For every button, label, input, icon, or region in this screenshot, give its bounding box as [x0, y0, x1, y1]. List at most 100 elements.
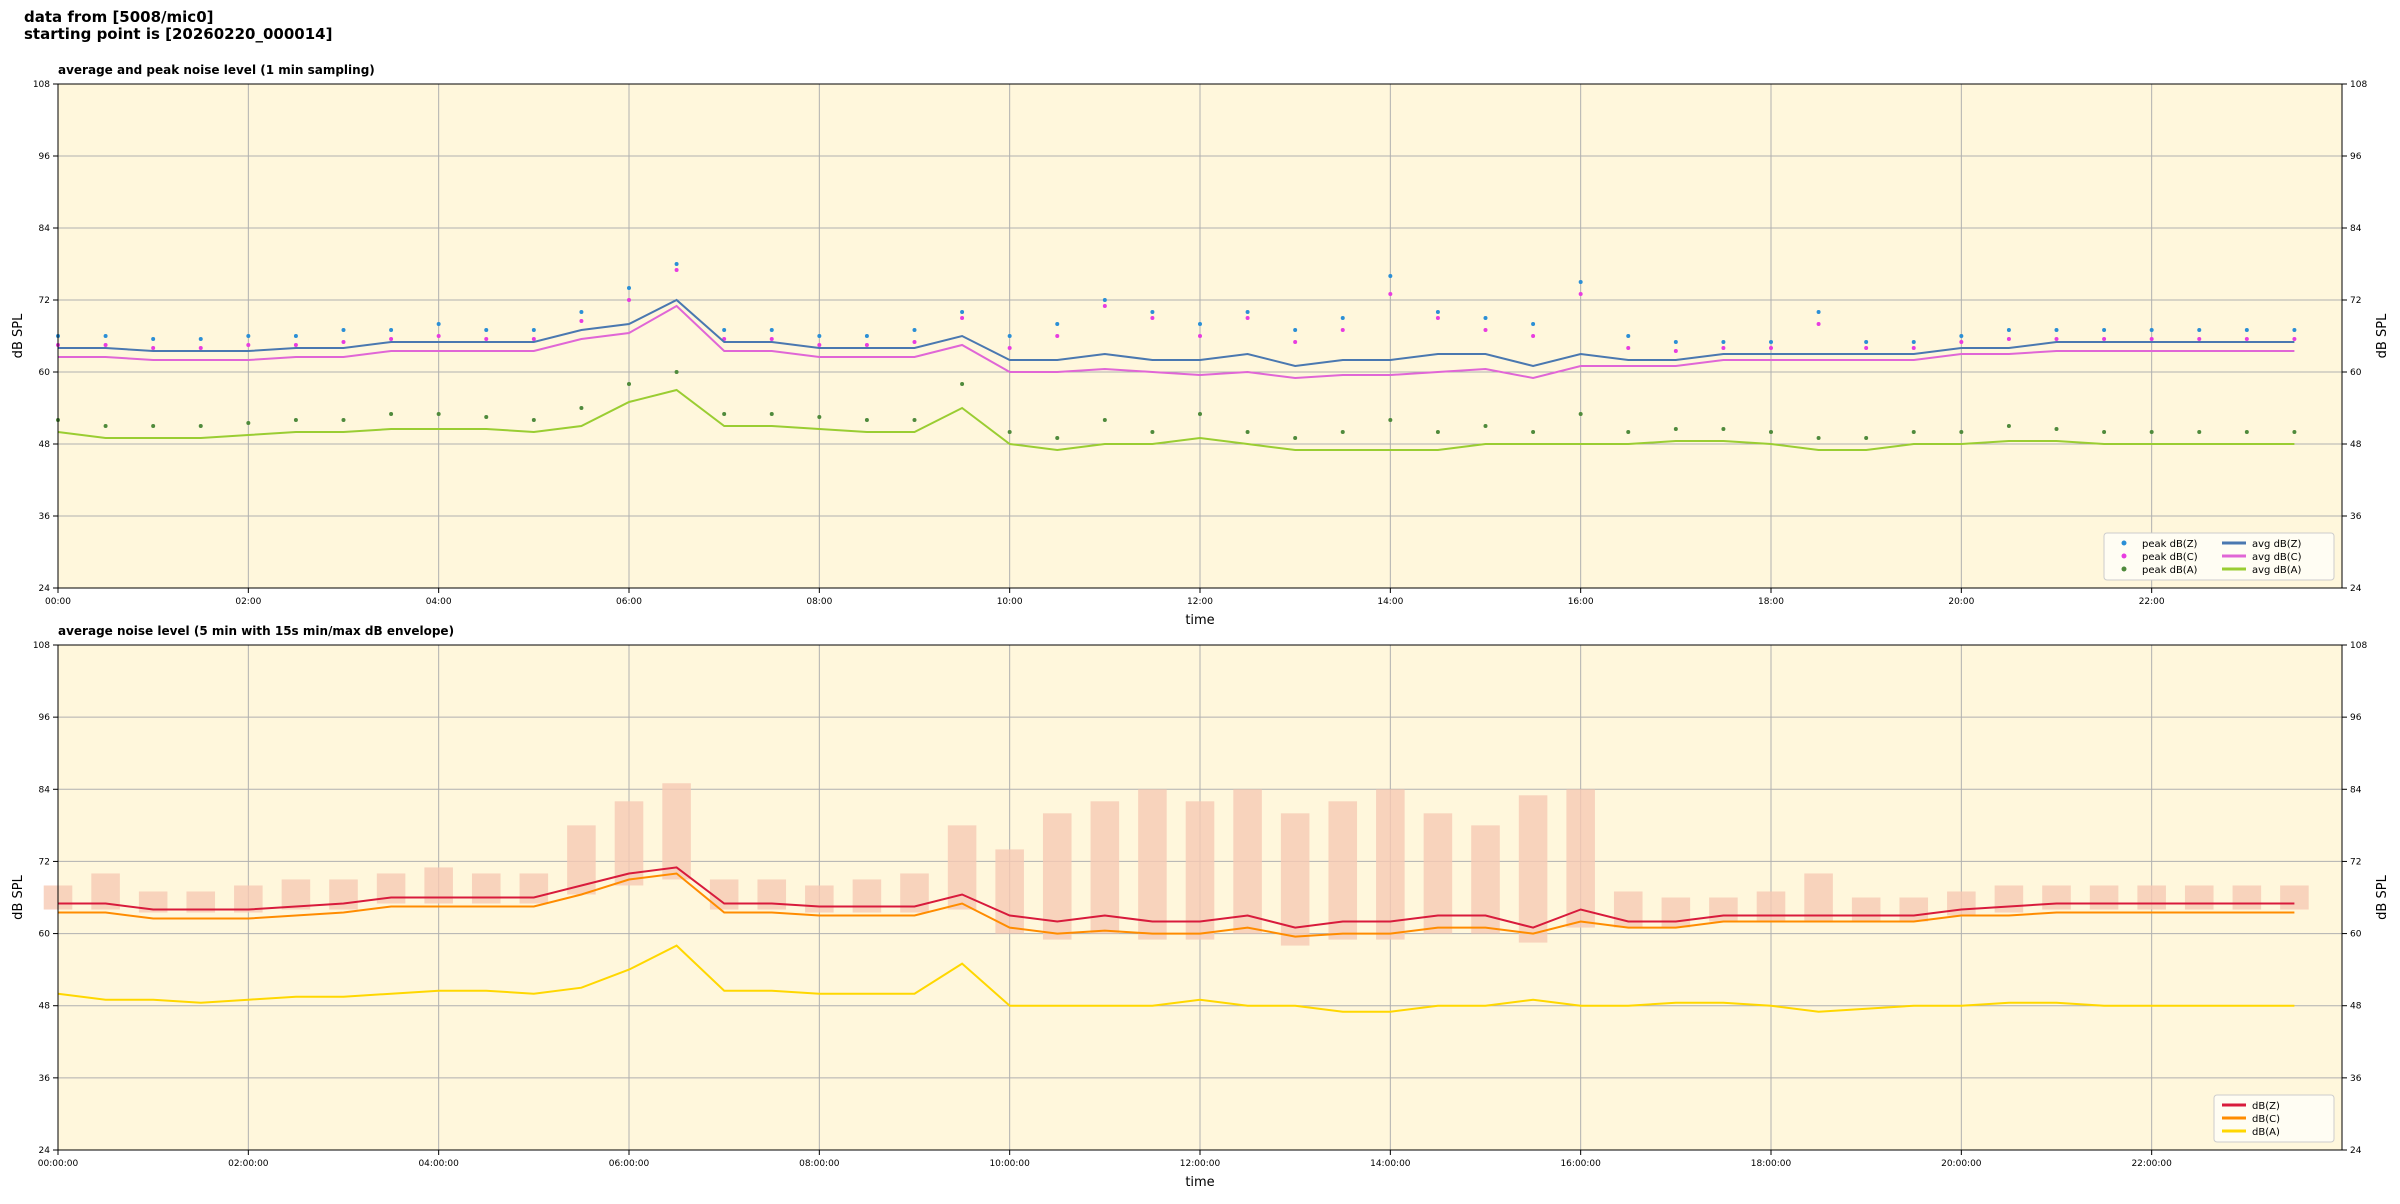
y-tick-label: 96 — [39, 713, 51, 723]
peak-point — [1007, 430, 1012, 434]
peak-point — [960, 382, 965, 386]
envelope-band — [1518, 795, 1548, 943]
peak-point — [2244, 337, 2249, 341]
peak-point — [1483, 316, 1488, 320]
envelope-band — [1090, 801, 1120, 934]
y-tick-label: 60 — [39, 368, 51, 378]
peak-point — [1340, 430, 1345, 434]
peak-point — [1911, 346, 1916, 350]
peak-point — [531, 337, 536, 341]
envelope-band — [2184, 885, 2214, 910]
peak-point — [817, 334, 822, 338]
x-tick-label: 14:00:00 — [1370, 1159, 1411, 1169]
x-tick-label: 06:00:00 — [609, 1159, 650, 1169]
plot-frame — [57, 644, 2343, 1151]
peak-point — [531, 418, 536, 422]
peak-point — [1435, 430, 1440, 434]
peak-point — [769, 337, 774, 341]
peak-point — [1245, 430, 1250, 434]
x-tick-label: 20:00:00 — [1941, 1159, 1982, 1169]
peak-point — [817, 415, 822, 419]
x-tick-label: 16:00:00 — [1560, 1159, 1601, 1169]
peak-point — [484, 328, 489, 332]
y-tick-label: 60 — [2350, 930, 2362, 940]
peak-point — [1864, 346, 1869, 350]
peak-point — [198, 346, 203, 350]
x-tick-label: 12:00:00 — [1180, 1159, 1221, 1169]
peak-point — [293, 334, 298, 338]
peak-point — [1007, 346, 1012, 350]
peak-point — [484, 337, 489, 341]
peak-point — [1816, 310, 1821, 314]
peak-point — [531, 328, 536, 332]
peak-point — [1055, 322, 1060, 326]
peak-point — [1435, 316, 1440, 320]
peak-point — [1769, 346, 1773, 350]
y-tick-label: 36 — [2350, 1074, 2362, 1084]
peak-point — [103, 334, 108, 338]
peak-point — [1055, 334, 1060, 338]
y-tick-label: 36 — [39, 1074, 51, 1084]
peak-point — [246, 421, 251, 425]
legend-label: peak dB(Z) — [2142, 539, 2198, 550]
series-line — [58, 298, 2295, 368]
y-axis-label: dB SPL — [11, 313, 26, 358]
peak-point — [1721, 427, 1726, 431]
x-tick-label: 04:00 — [426, 597, 452, 607]
peak-point — [1340, 316, 1345, 320]
peak-point — [769, 328, 774, 332]
envelope-band — [1423, 813, 1453, 934]
peak-point — [2006, 337, 2011, 341]
peak-point — [151, 346, 156, 350]
envelope-band — [281, 879, 311, 910]
y-tick-label: 84 — [2350, 224, 2362, 234]
chart-title: average noise level (5 min with 15s min/… — [58, 624, 454, 638]
y-tick-label: 108 — [2350, 641, 2367, 651]
x-tick-label: 10:00 — [997, 597, 1023, 607]
peak-point — [389, 337, 394, 341]
envelope-band — [1899, 897, 1929, 922]
peak-point — [579, 319, 584, 323]
x-tick-label: 12:00 — [1187, 597, 1213, 607]
peak-point — [2054, 328, 2059, 332]
y-tick-label: 72 — [2350, 296, 2361, 306]
envelope-band — [2280, 885, 2309, 910]
envelope-band — [1661, 897, 1691, 928]
peak-point — [1721, 340, 1726, 344]
peak-point — [341, 328, 346, 332]
peak-point — [579, 406, 584, 410]
peak-point — [1769, 430, 1773, 434]
envelope-band — [662, 783, 691, 880]
peak-point — [484, 415, 489, 419]
peak-point — [1816, 436, 1821, 440]
envelope-band — [1994, 885, 2024, 913]
peak-point — [912, 340, 917, 344]
x-tick-label: 08:00 — [806, 597, 832, 607]
y-tick-label: 48 — [2350, 440, 2362, 450]
peak-point — [2197, 328, 2202, 332]
x-tick-label: 18:00:00 — [1751, 1159, 1792, 1169]
envelope-band — [995, 849, 1024, 934]
peak-point — [1388, 274, 1393, 278]
y-tick-label: 24 — [39, 1146, 51, 1156]
peak-point — [1673, 349, 1678, 353]
peak-point — [103, 343, 108, 347]
envelope-band — [1328, 801, 1358, 940]
peak-point — [1959, 334, 1964, 338]
peak-point — [1150, 430, 1155, 434]
legend-label: dB(Z) — [2252, 1101, 2280, 1112]
y-tick-label: 108 — [33, 80, 50, 90]
peak-point — [1911, 430, 1916, 434]
series-line — [58, 872, 2295, 938]
x-tick-label: 00:00:00 — [38, 1159, 79, 1169]
envelope-band — [2232, 885, 2262, 910]
peak-point — [1198, 322, 1202, 326]
y-tick-label: 96 — [2350, 152, 2362, 162]
peak-point — [103, 424, 108, 428]
peak-point — [1483, 328, 1488, 332]
peak-point — [1959, 430, 1964, 434]
y-axis-label: dB SPL — [2375, 874, 2390, 919]
peak-point — [960, 310, 965, 314]
peak-point — [1102, 298, 1107, 302]
